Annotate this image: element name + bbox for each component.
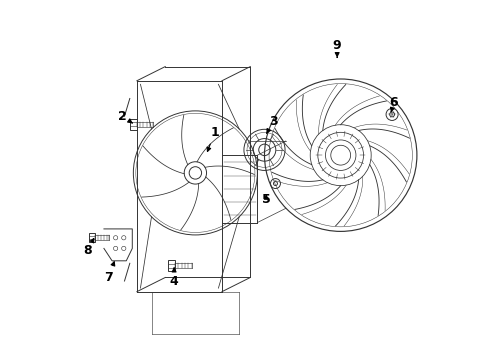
Text: 5: 5 xyxy=(262,193,270,206)
Text: 8: 8 xyxy=(83,238,94,257)
FancyBboxPatch shape xyxy=(89,233,95,242)
FancyBboxPatch shape xyxy=(169,261,175,271)
Text: 3: 3 xyxy=(267,115,278,133)
Text: 2: 2 xyxy=(119,110,132,123)
Text: 9: 9 xyxy=(333,39,342,57)
FancyBboxPatch shape xyxy=(130,119,137,130)
Text: 1: 1 xyxy=(207,126,219,152)
Text: 6: 6 xyxy=(390,95,398,112)
Text: 4: 4 xyxy=(170,268,178,288)
Text: 7: 7 xyxy=(104,262,115,284)
